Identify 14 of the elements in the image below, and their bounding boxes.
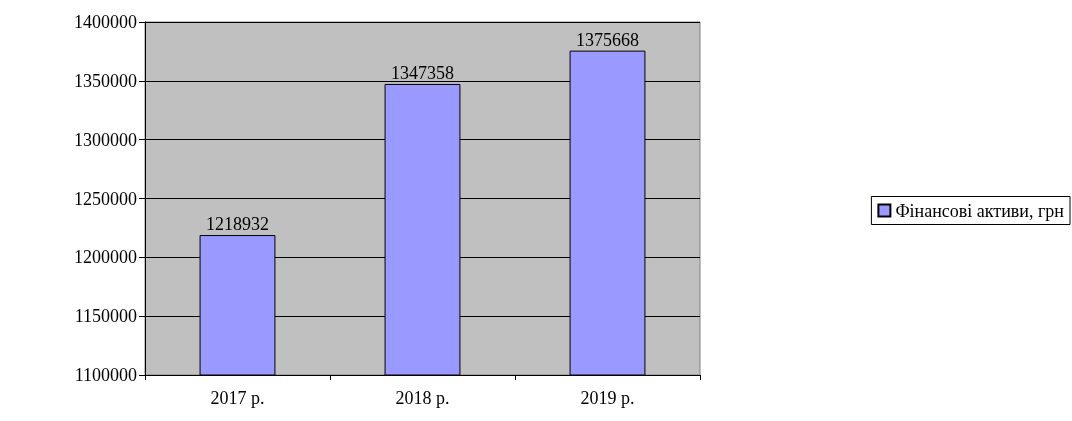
data-label: 1375668	[576, 29, 639, 50]
legend-label: Фінансові активи, грн	[895, 200, 1065, 221]
y-tick-label: 1300000	[74, 129, 137, 150]
y-tick-label: 1200000	[74, 247, 137, 268]
x-tick-label: 2017 р.	[210, 388, 265, 408]
y-tick-label: 1250000	[74, 188, 137, 209]
data-label: 1347358	[391, 62, 454, 83]
y-tick-label: 1350000	[74, 70, 137, 91]
y-tick-label: 1100000	[74, 365, 137, 385]
x-tick-label: 2019 р.	[580, 388, 635, 408]
y-tick-label: 1400000	[74, 12, 137, 32]
x-tick-label: 2018 р.	[395, 388, 450, 408]
y-tick-label: 1150000	[74, 306, 137, 327]
data-label: 1218932	[206, 214, 269, 235]
